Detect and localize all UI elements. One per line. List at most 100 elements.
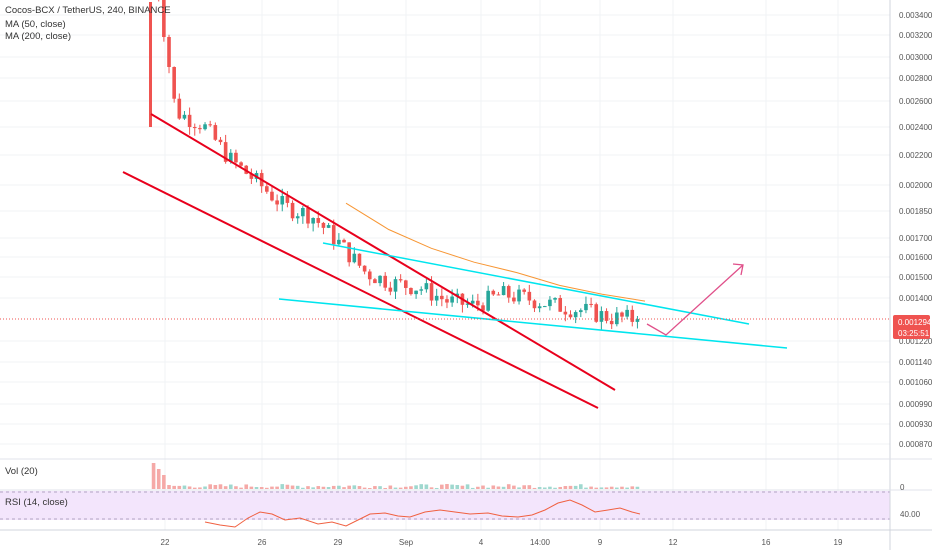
rsi-pane bbox=[0, 491, 890, 528]
candle-body bbox=[208, 124, 212, 126]
rsi-band-fill bbox=[0, 491, 890, 520]
symbol-title[interactable]: Cocos-BCX / TetherUS, 240, BINANCE bbox=[5, 5, 171, 16]
volume-bar bbox=[208, 484, 212, 489]
volume-bar bbox=[342, 487, 346, 489]
volume-bar bbox=[280, 484, 285, 489]
candle-body bbox=[522, 289, 526, 292]
volume-bar bbox=[192, 487, 197, 489]
volume-bar bbox=[362, 487, 367, 489]
volume-bar bbox=[234, 486, 238, 489]
volume-bar bbox=[609, 486, 614, 489]
volume-bar bbox=[594, 487, 599, 489]
candle-body bbox=[316, 218, 321, 223]
price-tick-label: 0.000990 bbox=[899, 400, 932, 409]
candle-body bbox=[378, 275, 382, 284]
price-tick-label: 0.001500 bbox=[899, 273, 932, 282]
time-tick-label: 12 bbox=[669, 538, 678, 547]
candle-body bbox=[280, 196, 285, 205]
volume-bar bbox=[537, 487, 542, 489]
wedge-lower-line[interactable] bbox=[278, 298, 788, 349]
volume-bar bbox=[295, 485, 300, 489]
candle-body bbox=[398, 279, 403, 281]
rsi-legend[interactable]: RSI (14, close) bbox=[5, 497, 68, 508]
price-tick-label: 0.002400 bbox=[899, 123, 932, 132]
volume-bar bbox=[285, 484, 290, 489]
ma50-legend[interactable]: MA (50, close) bbox=[5, 19, 66, 30]
price-tick-label: 0.002000 bbox=[899, 181, 932, 190]
candle-body bbox=[445, 299, 449, 303]
projection-arrowhead[interactable] bbox=[732, 263, 744, 276]
candle-body bbox=[187, 114, 192, 128]
candle-body bbox=[594, 304, 599, 322]
grid-layer bbox=[0, 0, 890, 530]
volume-bar bbox=[326, 487, 331, 489]
candle-body bbox=[290, 202, 295, 219]
volume-bar bbox=[301, 487, 305, 489]
volume-bar bbox=[352, 485, 357, 489]
volume-bar bbox=[419, 484, 424, 489]
candle-body bbox=[609, 320, 614, 325]
projection-arrow[interactable] bbox=[646, 264, 744, 336]
candle-body bbox=[383, 275, 388, 288]
candle-body bbox=[630, 309, 635, 322]
time-axis[interactable]: 22 26 29 Sep 4 14:00 9 12 16 19 bbox=[161, 538, 843, 547]
candle-body bbox=[496, 294, 501, 296]
candle-body bbox=[275, 200, 279, 205]
volume-bar bbox=[373, 486, 377, 489]
volume-bar bbox=[440, 484, 444, 489]
volume-bar bbox=[486, 487, 490, 489]
volume-bar bbox=[584, 487, 588, 489]
bar-countdown: 03:25:51 bbox=[898, 329, 930, 338]
volume-bar bbox=[167, 485, 171, 489]
volume-bar bbox=[249, 486, 254, 489]
volume-legend[interactable]: Vol (20) bbox=[5, 466, 38, 477]
spike-candle bbox=[149, 2, 152, 127]
candle-body bbox=[177, 98, 182, 119]
volume-bar bbox=[579, 484, 583, 489]
candle-body bbox=[192, 127, 197, 129]
volume-bar bbox=[218, 484, 223, 489]
candle-body bbox=[517, 289, 521, 302]
price-tick-label: 0.002600 bbox=[899, 97, 932, 106]
volume-bar bbox=[177, 485, 182, 489]
wedge-upper-line[interactable] bbox=[322, 242, 750, 325]
ma200-legend[interactable]: MA (200, close) bbox=[5, 31, 71, 42]
candle-body bbox=[573, 312, 578, 318]
rsi-line bbox=[204, 499, 641, 528]
volume-bar bbox=[465, 484, 470, 489]
volume-bar bbox=[481, 485, 485, 489]
volume-pane bbox=[151, 463, 640, 489]
candle-body bbox=[599, 311, 604, 322]
volume-bar bbox=[311, 487, 315, 489]
volume-bar bbox=[187, 486, 192, 489]
volume-bar bbox=[393, 487, 398, 489]
candle-body bbox=[249, 173, 254, 179]
volume-bar bbox=[337, 485, 341, 489]
volume-bar bbox=[450, 484, 454, 489]
volume-bar bbox=[151, 463, 156, 489]
price-axis[interactable]: 0.003400 0.003200 0.003000 0.002800 0.00… bbox=[899, 11, 932, 449]
volume-bar bbox=[573, 485, 578, 489]
candle-body bbox=[527, 291, 532, 301]
candle-body bbox=[481, 305, 485, 311]
volume-bar bbox=[228, 484, 233, 489]
volume-bar bbox=[414, 485, 418, 489]
volume-bar bbox=[434, 487, 439, 489]
volume-bar bbox=[357, 486, 362, 489]
candle-body bbox=[352, 253, 357, 263]
candle-body bbox=[501, 286, 506, 296]
price-tick-label: 0.002200 bbox=[899, 151, 932, 160]
channel-lower-line[interactable] bbox=[122, 171, 599, 409]
drawings-layer[interactable] bbox=[0, 113, 890, 409]
candle-body bbox=[223, 142, 228, 162]
last-price-badge[interactable]: 0.001294 03:25:51 bbox=[893, 315, 932, 339]
volume-bar bbox=[378, 486, 382, 489]
candle-body bbox=[506, 286, 511, 298]
channel-upper-line[interactable] bbox=[150, 113, 616, 391]
volume-bar bbox=[625, 487, 629, 489]
candle-body bbox=[568, 314, 573, 318]
